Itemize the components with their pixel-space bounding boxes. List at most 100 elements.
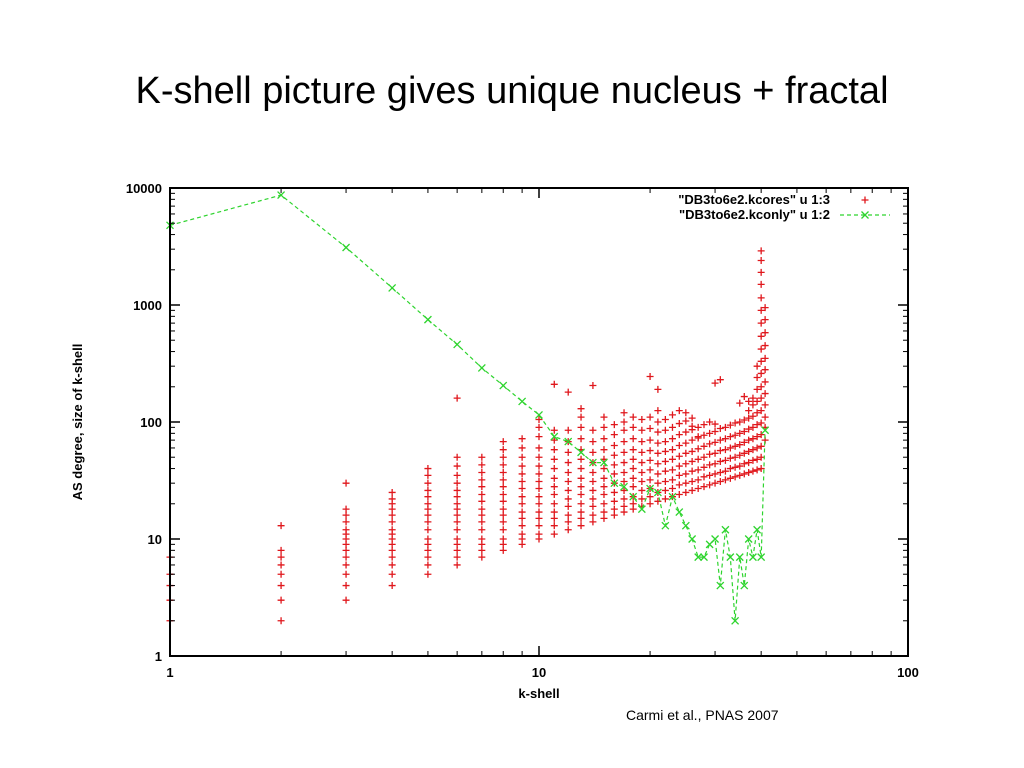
data-point <box>424 493 432 501</box>
legend-label: "DB3to6e2.kconly" u 1:2 <box>679 207 830 222</box>
data-point <box>735 553 744 562</box>
data-point <box>694 485 702 493</box>
data-point <box>342 518 350 526</box>
data-point <box>740 460 748 468</box>
data-point <box>706 450 714 458</box>
data-point <box>753 466 761 474</box>
data-point <box>761 342 769 350</box>
data-point <box>757 306 765 314</box>
data-point <box>535 444 543 452</box>
data-point <box>654 407 662 415</box>
data-point <box>682 479 690 487</box>
data-point <box>518 522 526 530</box>
data-point <box>620 409 628 417</box>
data-point <box>757 419 765 427</box>
data-point <box>342 546 350 554</box>
data-point <box>745 407 753 415</box>
data-point <box>675 441 683 449</box>
data-point <box>675 508 684 516</box>
data-point <box>654 497 662 505</box>
data-point <box>694 455 702 463</box>
data-point <box>518 493 526 501</box>
data-point <box>688 436 696 444</box>
data-point <box>706 418 714 426</box>
data-point <box>646 456 654 464</box>
data-point <box>629 483 637 491</box>
data-point <box>716 376 724 384</box>
data-point <box>277 553 285 561</box>
data-point <box>535 462 543 470</box>
data-point <box>681 521 690 530</box>
data-point <box>694 466 702 474</box>
data-point <box>620 426 628 434</box>
x-axis-label: k-shell <box>518 686 559 701</box>
data-point <box>682 409 690 417</box>
data-point <box>550 436 558 444</box>
data-point <box>731 431 739 439</box>
data-point <box>700 421 708 429</box>
data-point <box>342 582 350 590</box>
y-tick-label: 10 <box>148 532 162 547</box>
data-point <box>453 462 461 470</box>
data-point <box>654 479 662 487</box>
data-point <box>577 405 585 413</box>
data-point <box>688 478 696 486</box>
data-point <box>749 423 757 431</box>
data-point <box>277 596 285 604</box>
data-point <box>424 535 432 543</box>
data-point <box>726 553 735 562</box>
data-point <box>564 448 572 456</box>
data-point <box>550 380 558 388</box>
data-point <box>277 582 285 590</box>
data-point <box>478 511 486 519</box>
data-point <box>757 332 765 340</box>
data-point <box>577 508 585 516</box>
series-1 <box>166 247 769 625</box>
data-point <box>499 381 508 390</box>
data-point <box>589 469 597 477</box>
data-point <box>388 526 396 534</box>
data-point <box>610 488 618 496</box>
y-tick-label: 100 <box>140 415 162 430</box>
data-point <box>518 462 526 470</box>
data-point <box>757 294 765 302</box>
data-point <box>535 500 543 508</box>
data-point <box>753 385 761 393</box>
data-point <box>711 460 719 468</box>
data-point <box>610 497 618 505</box>
data-point <box>424 471 432 479</box>
data-point <box>535 423 543 431</box>
data-point <box>277 617 285 625</box>
data-point <box>711 379 719 387</box>
data-point <box>478 553 486 561</box>
data-point <box>753 397 761 405</box>
data-point <box>564 426 572 434</box>
data-point <box>700 463 708 471</box>
data-point <box>518 478 526 486</box>
data-point <box>277 570 285 578</box>
data-point <box>550 426 558 434</box>
data-point <box>668 476 676 484</box>
data-point <box>478 476 486 484</box>
data-point <box>620 486 628 494</box>
data-point <box>757 247 765 255</box>
data-point <box>757 383 765 391</box>
data-point <box>629 455 637 463</box>
data-point <box>453 394 461 402</box>
data-point <box>564 495 572 503</box>
data-point <box>518 500 526 508</box>
data-point <box>424 486 432 494</box>
data-point <box>277 522 285 530</box>
data-point <box>518 397 527 406</box>
data-point <box>342 511 350 519</box>
data-point <box>620 469 628 477</box>
data-point <box>721 456 729 464</box>
data-point <box>700 553 708 562</box>
data-point <box>661 457 669 465</box>
data-point <box>478 518 486 526</box>
data-point <box>342 505 350 513</box>
data-point <box>688 414 696 422</box>
data-point <box>688 457 696 465</box>
data-point <box>745 414 753 422</box>
